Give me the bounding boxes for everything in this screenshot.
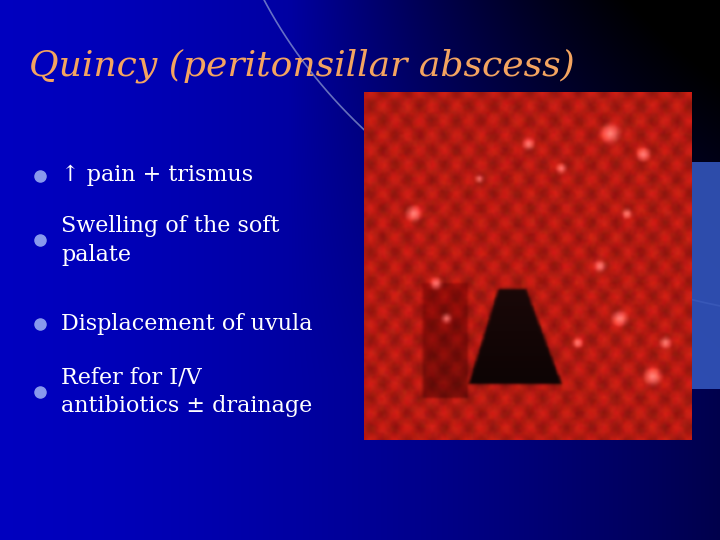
Text: Quincy (peritonsillar abscess): Quincy (peritonsillar abscess)	[29, 49, 575, 83]
Text: ↑ pain + trismus: ↑ pain + trismus	[61, 165, 253, 186]
Text: Displacement of uvula: Displacement of uvula	[61, 313, 312, 335]
Bar	[673, 162, 720, 389]
Text: Refer for I/V
antibiotics ± drainage: Refer for I/V antibiotics ± drainage	[61, 366, 312, 417]
Text: Swelling of the soft
palate: Swelling of the soft palate	[61, 215, 279, 266]
